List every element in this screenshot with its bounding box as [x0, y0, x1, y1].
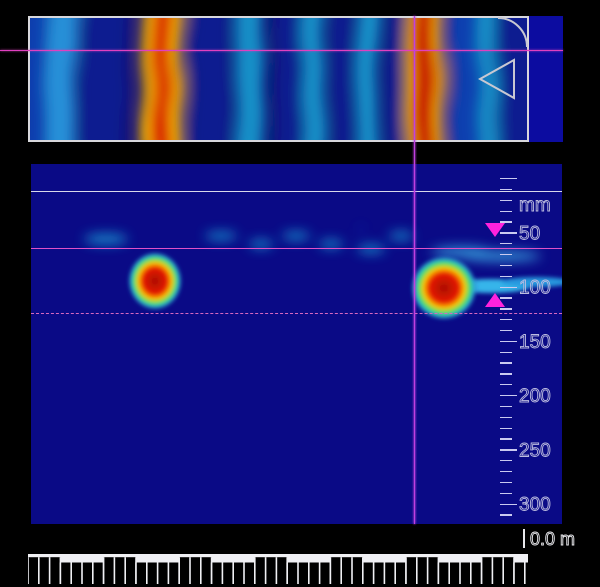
svg-text:100: 100 [519, 278, 551, 299]
svg-text:200: 200 [519, 386, 551, 407]
svg-text:50: 50 [519, 223, 540, 244]
svg-text:250: 250 [519, 440, 551, 461]
svg-text:mm: mm [519, 195, 551, 216]
svg-text:0.0 m: 0.0 m [530, 529, 575, 549]
svg-text:150: 150 [519, 332, 551, 353]
svg-text:300: 300 [519, 495, 551, 516]
